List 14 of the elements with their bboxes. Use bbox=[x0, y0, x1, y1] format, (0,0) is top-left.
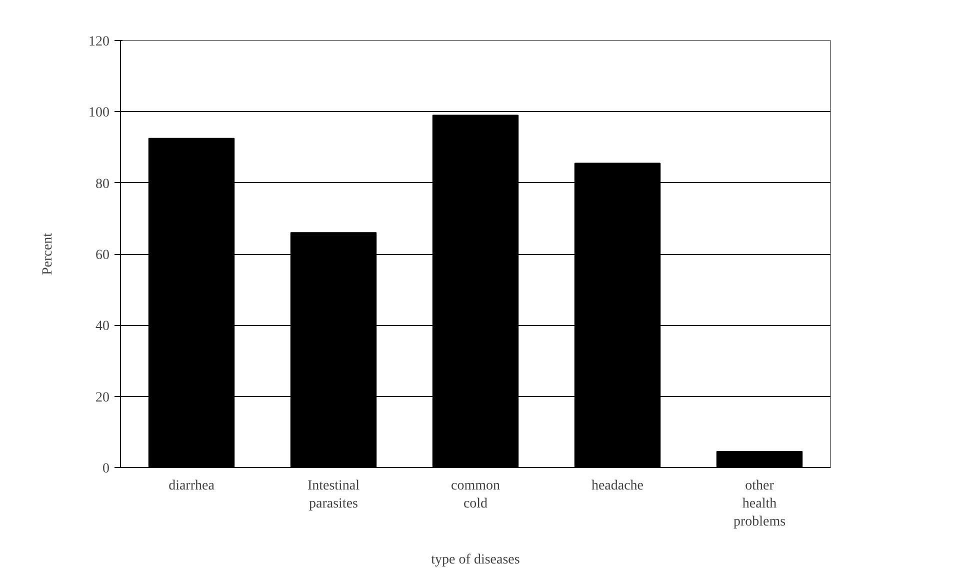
x-axis-title: type of diseases bbox=[431, 552, 520, 568]
x-tick-label: headache bbox=[591, 478, 644, 494]
y-tick-label: 100 bbox=[88, 106, 110, 121]
y-axis-title: Percent bbox=[40, 232, 56, 275]
x-tick-label: diarrhea bbox=[168, 478, 216, 494]
x-tick-label: other health problems bbox=[733, 478, 786, 530]
x-tick-label: common cold bbox=[451, 478, 500, 512]
y-tick-label: 40 bbox=[96, 319, 110, 334]
x-tick-label: Intestinal parasites bbox=[307, 478, 360, 512]
y-tick-label: 0 bbox=[102, 462, 110, 476]
y-tick-label: 80 bbox=[96, 176, 110, 192]
y-tick-label: 20 bbox=[96, 390, 110, 406]
y-tick-label: 120 bbox=[88, 34, 110, 50]
y-tick-label: 60 bbox=[96, 248, 110, 263]
